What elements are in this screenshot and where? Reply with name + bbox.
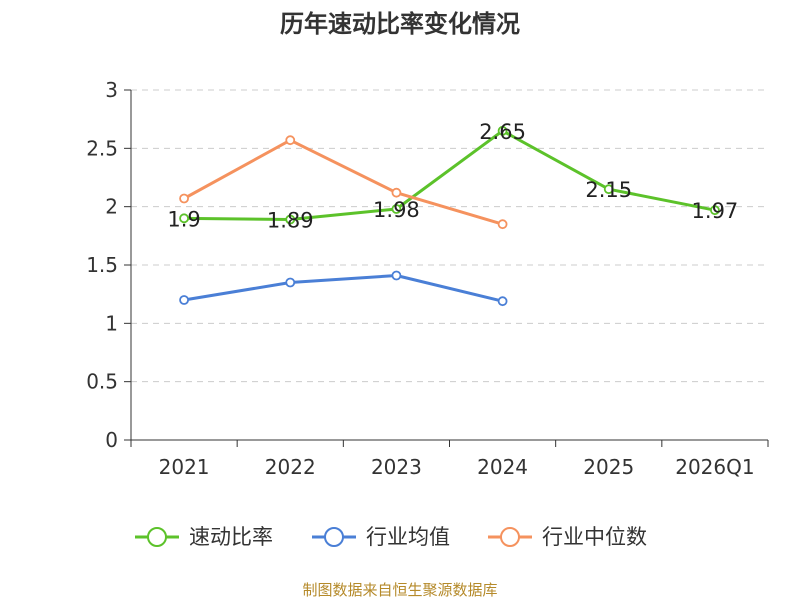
data-point[interactable]: [391, 204, 402, 214]
data-point[interactable]: [285, 135, 296, 146]
y-tick-label: 0: [105, 428, 118, 452]
series-2: [179, 135, 508, 230]
legend-item-1[interactable]: 行业均值: [312, 525, 450, 549]
legend-item-2[interactable]: 行业中位数: [488, 525, 647, 549]
series-1: [179, 270, 508, 307]
chart-title: 历年速动比率变化情况: [280, 10, 520, 38]
data-label: 1.89: [267, 209, 314, 233]
data-point[interactable]: [285, 214, 296, 225]
data-label: 1.98: [373, 198, 420, 222]
data-point[interactable]: [179, 295, 189, 305]
series-line: [184, 129, 716, 221]
legend-marker: [147, 527, 167, 547]
legend-item-0[interactable]: 速动比率: [135, 525, 273, 549]
x-tick-label: 2023: [371, 455, 422, 479]
legend-marker: [324, 527, 344, 547]
data-point[interactable]: [391, 187, 402, 198]
legend[interactable]: 速动比率 行业均值 行业中位数: [135, 525, 647, 549]
y-tick-label: 1.5: [86, 253, 118, 277]
series-line: [183, 274, 503, 303]
x-tick-label: 2021: [159, 455, 210, 479]
data-labels: 1.9 1.89 1.98 2.65 2.15 1.97: [167, 120, 738, 233]
legend-label: 速动比率: [189, 525, 273, 549]
data-label: 2.15: [585, 178, 632, 202]
data-point[interactable]: [285, 277, 296, 288]
series-0: [179, 125, 720, 225]
series-line: [183, 138, 504, 226]
legend-marker: [500, 527, 520, 547]
y-tick-label: 2.5: [86, 136, 118, 160]
data-point[interactable]: [603, 184, 614, 195]
data-point[interactable]: [710, 205, 720, 216]
x-tick-label: 2024: [477, 455, 528, 479]
x-tick-label: 2022: [265, 455, 316, 479]
grid: [131, 89, 768, 383]
y-tick-label: 0.5: [86, 370, 118, 394]
y-tick-label: 3: [105, 78, 118, 102]
data-label: 1.97: [692, 199, 739, 223]
series-layer: [179, 125, 720, 307]
y-tick-label: 2: [105, 195, 118, 219]
x-tick-label: 2025: [583, 455, 634, 479]
data-point[interactable]: [497, 125, 508, 136]
data-point[interactable]: [497, 219, 508, 230]
data-point[interactable]: [179, 213, 189, 224]
y-tick-label: 1: [105, 311, 118, 335]
legend-label: 行业均值: [366, 525, 450, 549]
x-tick-label: 2026Q1: [675, 455, 754, 479]
data-label: 2.65: [479, 120, 526, 144]
axes: 0 0.5 1 1.5 2 2.5 3 2021 2022 2023 2024 2025 2026Q1: [86, 78, 769, 479]
data-point[interactable]: [391, 270, 402, 281]
legend-label: 行业中位数: [542, 525, 647, 549]
data-label: 1.9: [167, 207, 200, 231]
data-point[interactable]: [497, 296, 508, 307]
source-note: 制图数据来自恒生聚源数据库: [302, 581, 497, 599]
data-point[interactable]: [179, 193, 189, 204]
